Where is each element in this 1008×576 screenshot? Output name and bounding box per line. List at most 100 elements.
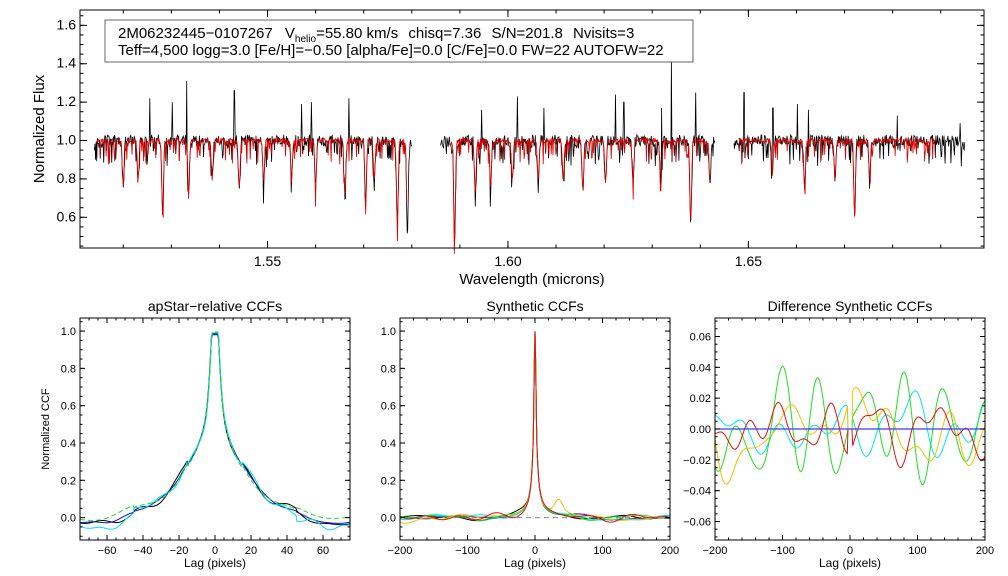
difference-ccf-panel: Difference Synthetic CCFs −200 −100 0 10… xyxy=(683,298,994,570)
difference-ccf-ytick-label: −0.06 xyxy=(683,517,711,529)
synthetic-ccf-ytick-label: 0.4 xyxy=(381,438,396,450)
apstar-ccf-line-green xyxy=(79,331,350,521)
synthetic-ccf-panel: Synthetic CCFs −200 −100 0 100 200 0.0 0… xyxy=(381,298,679,570)
apstar-ccf-ytick-label: 1.0 xyxy=(61,326,76,338)
spectrum-annotation-box: 2M06232445−0107267 Vhelio=55.80 km/s chi… xyxy=(104,19,694,63)
observed-spectrum-chip-2 xyxy=(440,59,716,244)
spectrum-series xyxy=(94,59,966,255)
synthetic-ccf-xtick-label: 0 xyxy=(532,545,538,557)
vhelio-subscript: helio xyxy=(295,34,317,45)
apstar-ccf-ytick-label: 0.2 xyxy=(61,475,76,487)
apstar-ccf-panel: apStar−relative CCFs −60 −40 −20 0 20 40… xyxy=(40,298,351,570)
difference-ccf-ytick-label: −0.02 xyxy=(683,455,711,467)
difference-ccf-line-green xyxy=(714,365,986,486)
observed-spectrum-chip-1 xyxy=(94,80,413,234)
synthetic-ccf-ytick-label: 0.8 xyxy=(381,363,396,375)
spectrum-ytick-label: 0.8 xyxy=(57,170,77,186)
snr-value: S/N=201.8 xyxy=(492,25,563,42)
apstar-ccf-xtick-label: 20 xyxy=(245,545,257,557)
apstar-ccf-xtick-label: −60 xyxy=(98,545,117,557)
synthetic-ccf-xtick-label: −100 xyxy=(455,545,480,557)
spectrum-ticks xyxy=(80,10,984,248)
apstar-ccf-xlabel: Lag (pixels) xyxy=(184,556,246,570)
difference-ccf-xtick-label: 0 xyxy=(847,545,853,557)
synthetic-ccf-ytick-label: 0.6 xyxy=(381,401,396,413)
apstar-ccf-ytick-label: 0.6 xyxy=(61,401,76,413)
vhelio-label: V xyxy=(285,25,295,42)
spectrum-xtick-label: 1.65 xyxy=(735,253,762,269)
apstar-ccf-xtick-labels: −60 −40 −20 0 20 40 60 xyxy=(98,545,329,557)
apstar-ccf-line-blue xyxy=(80,334,351,524)
difference-ccf-line-orange xyxy=(714,386,986,485)
spectrum-ytick-labels: 0.6 0.8 1.0 1.2 1.4 1.6 xyxy=(57,16,77,224)
spectrum-ytick-label: 1.4 xyxy=(57,55,77,71)
difference-ccf-ytick-labels: −0.06 −0.04 −0.02 0.00 0.02 0.04 0.06 xyxy=(683,332,711,529)
vhelio-value: =55.80 km/s xyxy=(316,25,398,42)
synthetic-ccf-xtick-labels: −200 −100 0 100 200 xyxy=(388,545,680,557)
apstar-ccf-line-black xyxy=(79,333,351,526)
spectrum-frame xyxy=(79,9,985,249)
synthetic-ccf-series xyxy=(399,331,671,524)
difference-ccf-xtick-labels: −200 −100 0 100 200 xyxy=(703,545,995,557)
difference-ccf-ytick-label: 0.02 xyxy=(690,393,711,405)
synthetic-ccf-xtick-label: −200 xyxy=(388,545,413,557)
apstar-ccf-ylabel: Normalized CCF xyxy=(40,388,52,470)
synthetic-ccf-line-cyan xyxy=(399,331,670,521)
difference-ccf-title: Difference Synthetic CCFs xyxy=(768,298,933,314)
annotation-box-frame xyxy=(104,19,694,63)
apstar-ccf-xtick-label: −20 xyxy=(170,545,189,557)
spectrum-ytick-label: 1.2 xyxy=(57,93,77,109)
annotation-line-1: 2M06232445−0107267 Vhelio=55.80 km/s chi… xyxy=(118,25,634,45)
spectrum-panel: 1.55 1.60 1.65 0.6 0.8 1.0 1.2 1.4 1.6 W… xyxy=(31,9,985,288)
apstar-ccf-xtick-label: 0 xyxy=(212,545,218,557)
apstar-ccf-xtick-label: 40 xyxy=(281,545,293,557)
spectrum-ytick-label: 1.6 xyxy=(57,16,77,32)
difference-ccf-ytick-label: 0.06 xyxy=(690,332,711,344)
apstar-ccf-frame xyxy=(79,317,351,541)
apstar-ccf-ticks xyxy=(79,318,351,540)
synthetic-ccf-line-red xyxy=(399,331,671,523)
difference-ccf-ytick-label: 0.04 xyxy=(690,362,711,374)
model-spectrum-chip-3 xyxy=(738,136,936,217)
spectrum-ylabel: Normalized Flux xyxy=(31,74,48,183)
difference-ccf-ticks xyxy=(714,318,986,540)
apstar-ccf-series xyxy=(79,331,351,531)
difference-ccf-ytick-label: −0.04 xyxy=(683,486,711,498)
spectrum-xlabel: Wavelength (microns) xyxy=(459,271,604,288)
difference-ccf-xtick-label: −100 xyxy=(770,545,795,557)
apstar-ccf-title: apStar−relative CCFs xyxy=(148,298,282,314)
difference-ccf-series xyxy=(714,365,986,486)
chisq-value: chisq=7.36 xyxy=(408,25,481,42)
spectrum-xtick-label: 1.55 xyxy=(254,253,281,269)
synthetic-ccf-xlabel: Lag (pixels) xyxy=(504,556,566,570)
synthetic-ccf-line-orange xyxy=(399,331,670,524)
annotation-line-2: Teff=4,500 logg=3.0 [Fe/H]=−0.50 [alpha/… xyxy=(118,42,664,59)
synthetic-ccf-ytick-labels: 0.0 0.2 0.4 0.6 0.8 1.0 xyxy=(381,326,396,524)
synthetic-ccf-line-black xyxy=(399,331,670,522)
difference-ccf-line-red xyxy=(714,401,986,469)
difference-ccf-xtick-label: 100 xyxy=(908,545,926,557)
spectrum-xtick-label: 1.60 xyxy=(494,253,521,269)
observed-spectrum-chip-3 xyxy=(733,92,966,216)
synthetic-ccf-ytick-label: 0.2 xyxy=(381,475,396,487)
apstar-ccf-ytick-label: 0.0 xyxy=(61,513,76,525)
nvisits-value: Nvisits=3 xyxy=(573,25,634,42)
apstar-ccf-ytick-label: 0.4 xyxy=(61,438,76,450)
model-spectrum-chip-2 xyxy=(449,136,711,255)
apstar-ccf-line-cyan xyxy=(79,332,351,531)
synthetic-ccf-ytick-label: 0.0 xyxy=(381,513,396,525)
spectrum-ytick-label: 0.6 xyxy=(57,208,77,224)
apstar-ccf-ytick-label: 0.8 xyxy=(61,363,76,375)
apstar-ccf-xtick-label: −40 xyxy=(134,545,153,557)
synthetic-ccf-xtick-label: 200 xyxy=(661,545,679,557)
apstar-ccf-xtick-label: 60 xyxy=(317,545,329,557)
difference-ccf-ytick-label: 0.00 xyxy=(690,424,711,436)
synthetic-ccf-ticks xyxy=(399,318,671,540)
synthetic-ccf-line-blue xyxy=(400,331,671,521)
synthetic-ccf-title: Synthetic CCFs xyxy=(486,298,583,314)
synthetic-ccf-ytick-label: 1.0 xyxy=(381,326,396,338)
model-spectrum-chip-1 xyxy=(96,136,408,242)
difference-ccf-xtick-label: −200 xyxy=(703,545,728,557)
difference-ccf-xlabel: Lag (pixels) xyxy=(819,556,881,570)
